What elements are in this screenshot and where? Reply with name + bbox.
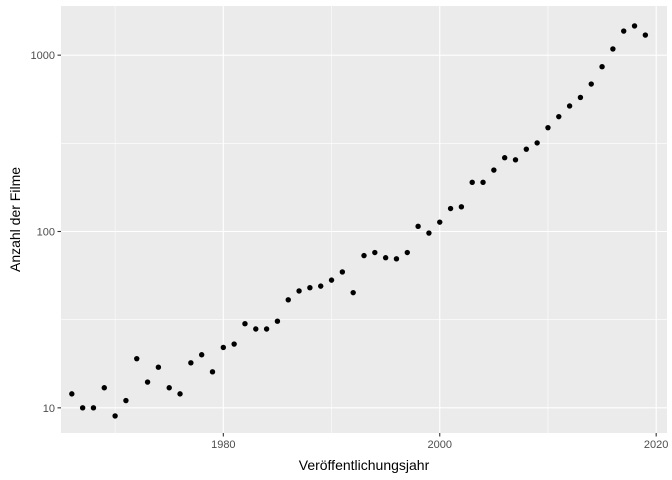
data-point [220,344,227,351]
data-point [642,32,649,38]
x-tick-label: 2020 [644,439,668,451]
x-axis: 1980 2000 2020 [211,433,668,451]
data-point [404,249,410,256]
data-point [242,321,248,327]
data-point [469,179,475,186]
y-axis: 10 100 1000 [31,50,61,415]
data-point [198,352,205,358]
data-point [556,113,562,120]
data-point [155,364,162,370]
data-point [307,285,313,291]
y-tick-label: 100 [37,226,55,238]
data-point [350,289,356,296]
data-point [101,385,107,391]
y-tick-label: 10 [43,403,55,415]
data-point [382,255,389,261]
data-point [361,252,367,259]
data-point [166,385,172,391]
data-point [512,157,519,163]
data-point [112,413,118,419]
data-point [318,283,324,289]
data-point [621,28,627,34]
data-point [599,64,605,70]
y-axis-title: Anzahl der Filme [7,167,23,272]
data-point [209,369,216,375]
data-point [501,155,508,161]
x-tick-label: 1980 [211,439,235,451]
data-point [415,223,421,230]
data-point [263,326,270,332]
data-point [426,230,432,236]
plot-panel [61,6,667,433]
x-tick-label: 2000 [428,439,452,451]
data-point [274,318,281,324]
data-point [90,405,97,411]
data-point [491,167,497,173]
data-point [296,288,302,294]
data-point [577,94,584,101]
data-points [69,23,649,419]
data-point [437,219,443,225]
data-point [447,205,454,212]
data-point [285,297,291,303]
data-point [328,277,335,283]
data-point [134,355,140,362]
data-point [545,124,551,131]
data-point [253,326,259,332]
data-point [631,23,638,29]
data-point [523,146,530,152]
data-point [231,341,237,347]
data-point [372,249,378,256]
minor-gridlines [61,6,667,433]
data-point [123,397,129,404]
data-point [588,81,594,87]
data-point [144,379,151,385]
data-point [480,179,486,186]
y-tick-label: 1000 [31,50,55,62]
data-point [534,140,540,146]
data-point [458,204,465,210]
data-point [69,391,75,397]
x-axis-title: Veröffentlichungsjahr [299,457,430,473]
data-point [177,391,183,397]
data-point [339,269,346,275]
data-point [188,360,194,366]
data-point [566,103,573,109]
data-point [393,256,400,262]
data-point [610,46,616,52]
data-point [79,405,86,411]
